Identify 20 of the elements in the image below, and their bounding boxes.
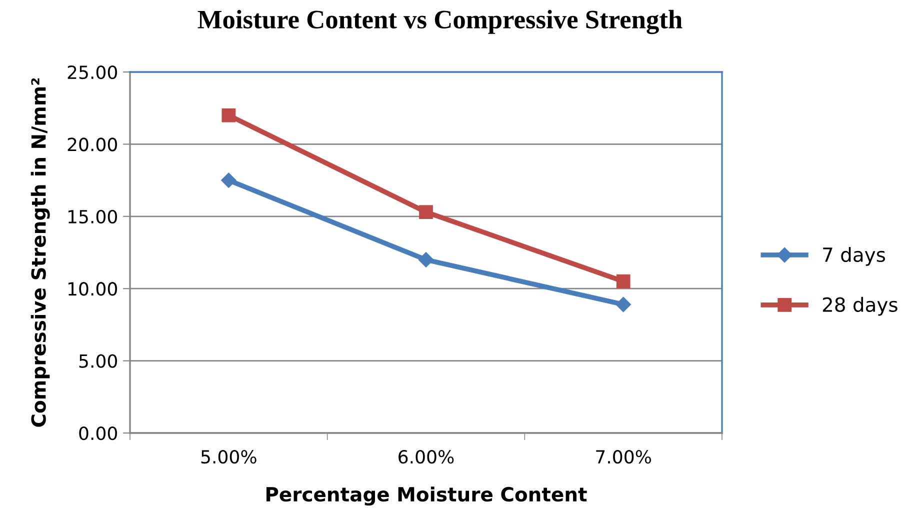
y-tick-label: 25.00 bbox=[68, 65, 117, 80]
point bbox=[222, 108, 236, 122]
y-tick-label: 15.00 bbox=[68, 210, 117, 224]
x-tick-label: 7.00% bbox=[596, 450, 652, 464]
legend-label: 7 days bbox=[823, 247, 886, 266]
legend-label: 28 days bbox=[822, 296, 898, 316]
x-tick-label: 5.00% bbox=[201, 450, 256, 464]
y-tick-label: 0.00 bbox=[79, 426, 117, 440]
y-tick-label: 20.00 bbox=[68, 138, 117, 152]
point bbox=[221, 172, 236, 188]
y-axis-title: Compressive Strength in N/mm² bbox=[30, 78, 50, 427]
point bbox=[419, 205, 433, 220]
point bbox=[616, 296, 631, 312]
point bbox=[616, 274, 630, 288]
chart-title: Moisture Content vs Compressive Strength bbox=[198, 10, 682, 34]
y-tick-label: 5.00 bbox=[79, 354, 117, 368]
x-tick-label: 6.00% bbox=[398, 450, 454, 464]
point bbox=[418, 252, 434, 268]
x-axis-title: Percentage Moisture Content bbox=[266, 486, 587, 506]
y-tick-label: 10.00 bbox=[68, 282, 117, 296]
